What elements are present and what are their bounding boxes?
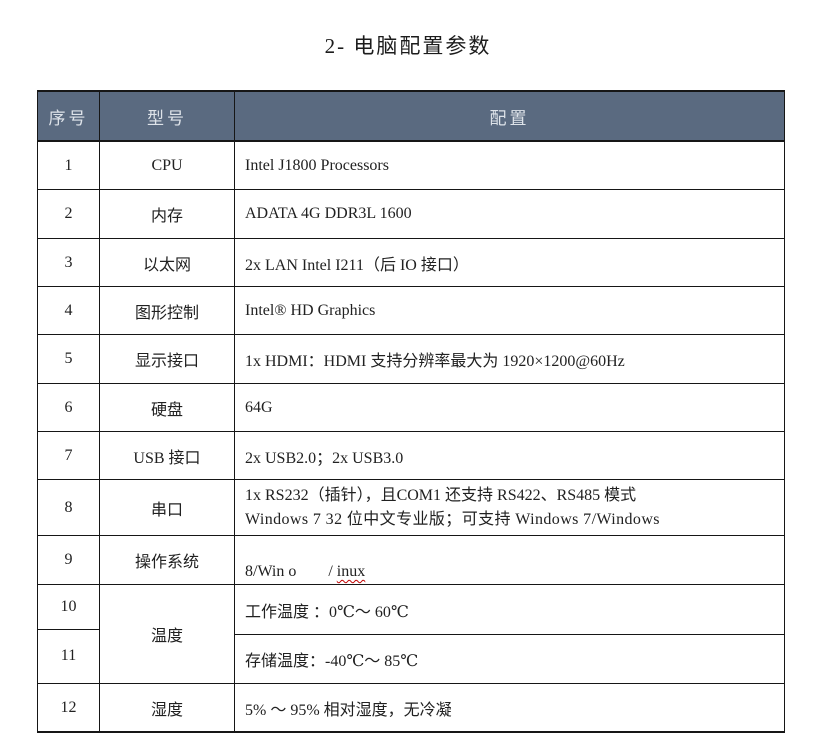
- table-row: 1 CPU Intel J1800 Processors: [37, 140, 785, 190]
- table-row: 4 图形控制 Intel® HD Graphics: [37, 286, 785, 335]
- row-model: 湿度: [99, 683, 235, 733]
- config-line: 1x RS232（插针），且COM1 还支持 RS422、RS485 模式: [245, 487, 637, 504]
- row-model: 操作系统: [99, 535, 235, 585]
- table-row: 5 显示接口 1x HDMI：HDMI 支持分辨率最大为 1920×1200@6…: [37, 334, 785, 384]
- row-model: CPU: [99, 140, 235, 190]
- row-config: 8/Win o / inux: [234, 535, 785, 585]
- row-model: 硬盘: [99, 383, 235, 432]
- row-config: 2x LAN Intel I211（后 IO 接口）: [234, 238, 785, 287]
- row-config: 工作温度 ：0℃～ 60℃: [234, 584, 785, 635]
- row-no: 7: [37, 431, 100, 480]
- table-header-row: 序号 型号 配置: [37, 90, 785, 142]
- row-config: 存储温度：-40℃～ 85℃: [234, 634, 785, 684]
- row-no: 2: [37, 189, 100, 239]
- row-model: 以太网: [99, 238, 235, 287]
- table-row: 9 操作系统 8/Win o / inux: [37, 535, 785, 585]
- header-cell-no: 序号: [37, 90, 100, 142]
- spellcheck-underlined-word: inux: [336, 563, 366, 580]
- row-model: 内存: [99, 189, 235, 239]
- table-row: 3 以太网 2x LAN Intel I211（后 IO 接口）: [37, 238, 785, 287]
- row-no: 5: [37, 334, 100, 384]
- row-no: 9: [37, 535, 100, 585]
- table-row: 8 串口 1x RS232（插针），且COM1 还支持 RS422、RS485 …: [37, 479, 785, 536]
- header-cell-config: 配置: [234, 90, 785, 142]
- row-no: 12: [37, 683, 100, 733]
- row-model: 串口: [99, 479, 235, 536]
- row-model: USB 接口: [99, 431, 235, 480]
- row-model: 图形控制: [99, 286, 235, 335]
- header-cell-model: 型号: [99, 90, 235, 142]
- row-no: 10: [38, 585, 99, 630]
- spec-table: 序号 型号 配置 1 CPU Intel J1800 Processors 2 …: [37, 90, 785, 733]
- row-no-split-cell: 10 11: [37, 584, 100, 684]
- config-overflow-line: Windows 7 32 位中文专业版；可支持 Windows 7/Window…: [245, 511, 660, 528]
- row-config: 2x USB2.0；2x USB3.0: [234, 431, 785, 480]
- table-row: 10 11 温度 工作温度 ：0℃～ 60℃: [37, 584, 785, 684]
- config-clipped-line: 8/Win o / inux: [245, 562, 784, 584]
- row-no: 4: [37, 286, 100, 335]
- table-row: 2 内存 ADATA 4G DDR3L 1600: [37, 189, 785, 239]
- row-config: 5% ～ 95% 相对湿度，无冷凝: [234, 683, 785, 733]
- table-row: 6 硬盘 64G: [37, 383, 785, 432]
- row-model-merged: 温度: [99, 584, 235, 684]
- row-no: 1: [37, 140, 100, 190]
- row-config: 64G: [234, 383, 785, 432]
- row-no: 3: [37, 238, 100, 287]
- table-row: 12 湿度 5% ～ 95% 相对湿度，无冷凝: [37, 683, 785, 733]
- row-config: ADATA 4G DDR3L 1600: [234, 189, 785, 239]
- table-row: 7 USB 接口 2x USB2.0；2x USB3.0: [37, 431, 785, 480]
- row-no: 11: [60, 647, 77, 664]
- row-no: 6: [37, 383, 100, 432]
- row-config: 1x HDMI：HDMI 支持分辨率最大为 1920×1200@60Hz: [234, 334, 785, 384]
- page-title: 2- 电脑配置参数: [324, 34, 492, 58]
- row-config: Intel J1800 Processors: [234, 140, 785, 190]
- row-config: Intel® HD Graphics: [234, 286, 785, 335]
- table-row: 存储温度：-40℃～ 85℃: [38, 634, 785, 684]
- row-no: 8: [37, 479, 100, 536]
- row-model: 显示接口: [99, 334, 235, 384]
- row-config: 1x RS232（插针），且COM1 还支持 RS422、RS485 模式 Wi…: [234, 479, 785, 536]
- config-text: 8/Win o /: [245, 563, 337, 580]
